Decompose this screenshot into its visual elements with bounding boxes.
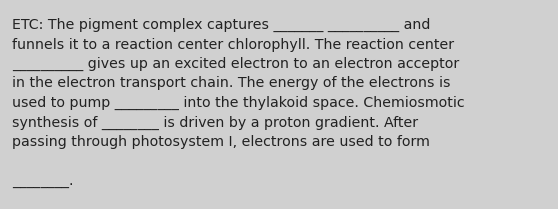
- Text: used to pump _________ into the thylakoid space. Chemiosmotic: used to pump _________ into the thylakoi…: [12, 96, 465, 110]
- Text: ETC: The pigment complex captures _______ __________ and: ETC: The pigment complex captures ______…: [12, 18, 430, 32]
- Text: ________.: ________.: [12, 174, 74, 188]
- Text: funnels it to a reaction center chlorophyll. The reaction center: funnels it to a reaction center chloroph…: [12, 37, 454, 51]
- Text: passing through photosystem I, electrons are used to form: passing through photosystem I, electrons…: [12, 135, 430, 149]
- Text: __________ gives up an excited electron to an electron acceptor: __________ gives up an excited electron …: [12, 57, 459, 71]
- Text: in the electron transport chain. The energy of the electrons is: in the electron transport chain. The ene…: [12, 76, 450, 90]
- Text: synthesis of ________ is driven by a proton gradient. After: synthesis of ________ is driven by a pro…: [12, 116, 418, 130]
